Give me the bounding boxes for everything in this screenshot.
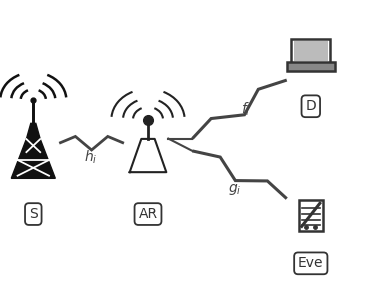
Text: Eve: Eve — [298, 256, 323, 270]
FancyBboxPatch shape — [287, 62, 335, 71]
Text: AR: AR — [138, 207, 158, 221]
Text: $g_i$: $g_i$ — [228, 182, 242, 197]
Text: S: S — [29, 207, 38, 221]
Text: $h_i$: $h_i$ — [84, 148, 97, 166]
Polygon shape — [130, 139, 166, 172]
Text: D: D — [305, 99, 316, 113]
Polygon shape — [11, 139, 56, 178]
Text: $f_i$: $f_i$ — [241, 101, 251, 118]
FancyBboxPatch shape — [299, 200, 323, 231]
Polygon shape — [26, 123, 40, 139]
FancyBboxPatch shape — [294, 41, 328, 61]
FancyBboxPatch shape — [292, 39, 330, 63]
